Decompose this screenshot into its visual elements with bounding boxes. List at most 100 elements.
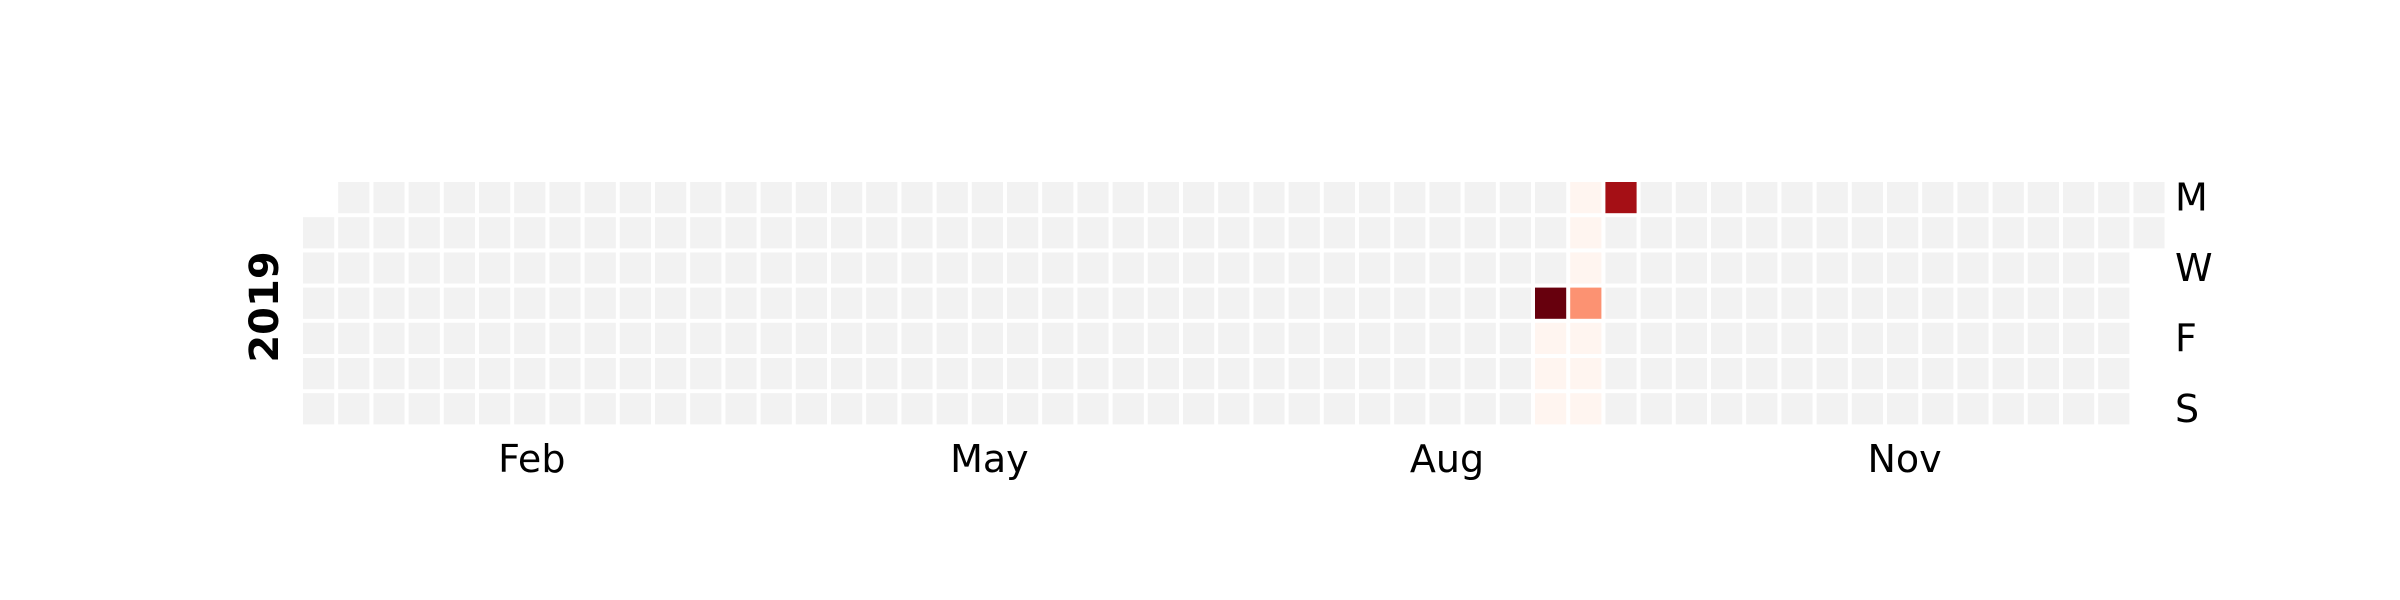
day-cell: [1394, 217, 1425, 248]
day-cell: [409, 358, 440, 389]
day-cell: [1042, 358, 1073, 389]
day-cell: [1324, 217, 1355, 248]
day-cell: [303, 323, 334, 354]
day-cell: [1781, 252, 1812, 283]
day-cell: [1711, 182, 1742, 213]
day-cell: [2028, 288, 2059, 319]
day-cell: [620, 182, 651, 213]
day-cell: [655, 323, 686, 354]
day-cell: [2028, 358, 2059, 389]
day-cell: [2098, 252, 2129, 283]
day-cell: [1887, 358, 1918, 389]
cell-grid: [303, 182, 2165, 424]
day-cell: [1922, 252, 1953, 283]
day-cell: [1394, 182, 1425, 213]
day-cell: [479, 393, 510, 424]
day-cell: [479, 288, 510, 319]
day-cell: [1887, 393, 1918, 424]
day-cell: [690, 217, 721, 248]
day-cell: [1429, 358, 1460, 389]
day-cell: [1781, 323, 1812, 354]
day-cell: [1429, 182, 1460, 213]
day-cell: [1465, 393, 1496, 424]
day-cell: [1535, 217, 1566, 248]
day-cell: [620, 288, 651, 319]
day-cell: [655, 393, 686, 424]
day-cell: [1077, 182, 1108, 213]
day-cell: [585, 288, 616, 319]
day-cell: [2028, 323, 2059, 354]
day-cell: [761, 358, 792, 389]
day-cell: [2063, 182, 2094, 213]
day-cell: [796, 288, 827, 319]
day-cell: [901, 182, 932, 213]
day-cell: [1148, 288, 1179, 319]
day-cell: [1535, 288, 1566, 319]
day-cell: [444, 288, 475, 319]
day-cell: [1359, 288, 1390, 319]
day-cell: [1570, 217, 1601, 248]
day-cell: [1711, 252, 1742, 283]
day-cell: [1922, 288, 1953, 319]
day-cell: [1253, 252, 1284, 283]
day-cell: [1817, 288, 1848, 319]
day-cell: [1993, 323, 2024, 354]
day-cell: [655, 252, 686, 283]
day-cell: [1957, 323, 1988, 354]
day-cell: [1746, 252, 1777, 283]
day-cell: [514, 323, 545, 354]
day-cell: [444, 182, 475, 213]
day-cell: [866, 358, 897, 389]
day-cell: [1429, 323, 1460, 354]
day-cell: [1113, 358, 1144, 389]
month-tick-label: Feb: [498, 437, 565, 481]
day-cell: [2063, 323, 2094, 354]
day-cell: [1817, 217, 1848, 248]
day-cell: [866, 323, 897, 354]
day-cell: [1957, 182, 1988, 213]
day-cell: [796, 393, 827, 424]
day-cell: [373, 358, 404, 389]
day-cell: [901, 393, 932, 424]
day-cell: [2063, 252, 2094, 283]
day-cell: [655, 288, 686, 319]
month-tick-label: May: [950, 437, 1029, 481]
day-cell: [1289, 252, 1320, 283]
month-axis: Feb May Aug Nov: [498, 437, 1942, 481]
day-cell: [1852, 252, 1883, 283]
day-cell: [1359, 393, 1390, 424]
day-cell: [1042, 393, 1073, 424]
day-cell: [1922, 217, 1953, 248]
day-cell: [620, 358, 651, 389]
day-cell: [1183, 358, 1214, 389]
day-cell: [1113, 393, 1144, 424]
day-cell: [1429, 217, 1460, 248]
day-cell: [585, 252, 616, 283]
day-cell: [1711, 358, 1742, 389]
day-cell: [1993, 217, 2024, 248]
day-cell: [1113, 217, 1144, 248]
day-cell: [901, 252, 932, 283]
day-cell: [1570, 288, 1601, 319]
day-cell: [2028, 182, 2059, 213]
day-cell: [1253, 393, 1284, 424]
day-cell: [1218, 358, 1249, 389]
day-cell: [1676, 323, 1707, 354]
day-cell: [655, 217, 686, 248]
day-cell: [831, 323, 862, 354]
day-cell: [1113, 323, 1144, 354]
day-cell: [1253, 182, 1284, 213]
day-cell: [1957, 217, 1988, 248]
day-cell: [303, 393, 334, 424]
day-cell: [1289, 358, 1320, 389]
day-cell: [549, 288, 580, 319]
day-cell: [1535, 393, 1566, 424]
day-cell: [1887, 252, 1918, 283]
day-cell: [2098, 288, 2129, 319]
day-cell: [1641, 393, 1672, 424]
year-label: 2019: [242, 251, 288, 362]
day-cell: [1183, 182, 1214, 213]
day-cell: [585, 323, 616, 354]
day-cell: [514, 393, 545, 424]
